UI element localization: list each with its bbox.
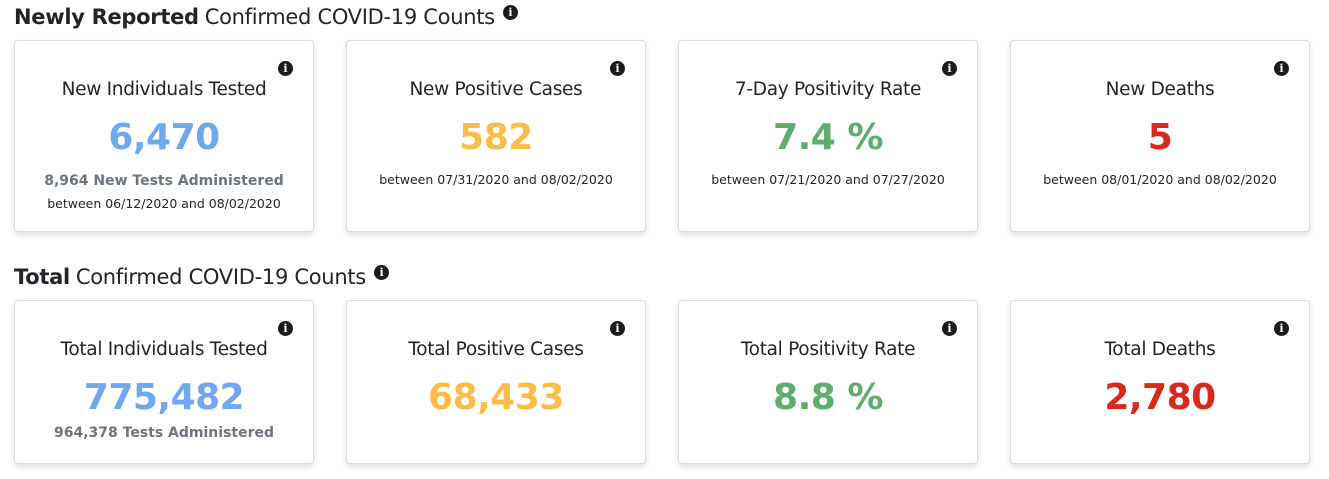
card-title: Total Positive Cases (408, 339, 584, 360)
info-circle-icon[interactable]: i (373, 264, 389, 280)
info-circle-icon[interactable]: i (1274, 321, 1289, 336)
card-value: 68,433 (428, 377, 564, 418)
card-title: 7-Day Positivity Rate (734, 79, 922, 100)
info-circle-icon[interactable]: i (610, 61, 625, 76)
card-new-deaths: i New Deaths 5 between 08/01/2020 and 08… (1010, 40, 1310, 232)
card-title: New Individuals Tested (61, 79, 267, 100)
heading-bold: Total (14, 265, 70, 289)
card-total-positivity-rate: i Total Positivity Rate 8.8 % (678, 300, 978, 464)
card-date-range: between 06/12/2020 and 08/02/2020 (47, 196, 281, 211)
new-counts-row: i New Individuals Tested 6,470 8,964 New… (14, 40, 1310, 232)
card-new-individuals-tested: i New Individuals Tested 6,470 8,964 New… (14, 40, 314, 232)
info-circle-icon[interactable]: i (502, 4, 518, 20)
card-value: 6,470 (108, 117, 220, 158)
card-title: Total Positivity Rate (740, 339, 916, 360)
heading-bold: Newly Reported (14, 5, 199, 29)
card-date-range: between 07/21/2020 and 07/27/2020 (711, 172, 945, 187)
card-title: New Positive Cases (409, 79, 583, 100)
card-subtext: 964,378 Tests Administered (53, 425, 274, 441)
card-value: 5 (1147, 117, 1173, 158)
total-heading: Total Confirmed COVID-19 Counts i (14, 264, 389, 289)
card-value: 775,482 (83, 377, 245, 418)
card-date-range: between 08/01/2020 and 08/02/2020 (1043, 172, 1277, 187)
info-circle-icon[interactable]: i (942, 321, 957, 336)
card-7-day-positivity-rate: i 7-Day Positivity Rate 7.4 % between 07… (678, 40, 978, 232)
info-circle-icon[interactable]: i (278, 321, 293, 336)
card-total-deaths: i Total Deaths 2,780 (1010, 300, 1310, 464)
info-circle-icon[interactable]: i (1274, 61, 1289, 76)
newly-reported-heading: Newly Reported Confirmed COVID-19 Counts… (14, 4, 518, 29)
total-counts-row: i Total Individuals Tested 775,482 964,3… (14, 300, 1310, 464)
card-subtext: 8,964 New Tests Administered (44, 173, 284, 189)
card-title: Total Individuals Tested (60, 339, 268, 360)
card-date-range: between 07/31/2020 and 08/02/2020 (379, 172, 613, 187)
info-circle-icon[interactable]: i (278, 61, 293, 76)
card-value: 7.4 % (773, 117, 883, 158)
card-new-positive-cases: i New Positive Cases 582 between 07/31/2… (346, 40, 646, 232)
card-total-positive-cases: i Total Positive Cases 68,433 (346, 300, 646, 464)
info-circle-icon[interactable]: i (942, 61, 957, 76)
card-title: Total Deaths (1104, 339, 1216, 360)
card-title: New Deaths (1105, 79, 1215, 100)
card-value: 8.8 % (773, 377, 883, 418)
card-total-individuals-tested: i Total Individuals Tested 775,482 964,3… (14, 300, 314, 464)
info-circle-icon[interactable]: i (610, 321, 625, 336)
heading-rest: Confirmed COVID-19 Counts (75, 265, 366, 289)
card-value: 2,780 (1104, 377, 1216, 418)
heading-rest: Confirmed COVID-19 Counts (204, 5, 495, 29)
card-value: 582 (459, 117, 533, 158)
